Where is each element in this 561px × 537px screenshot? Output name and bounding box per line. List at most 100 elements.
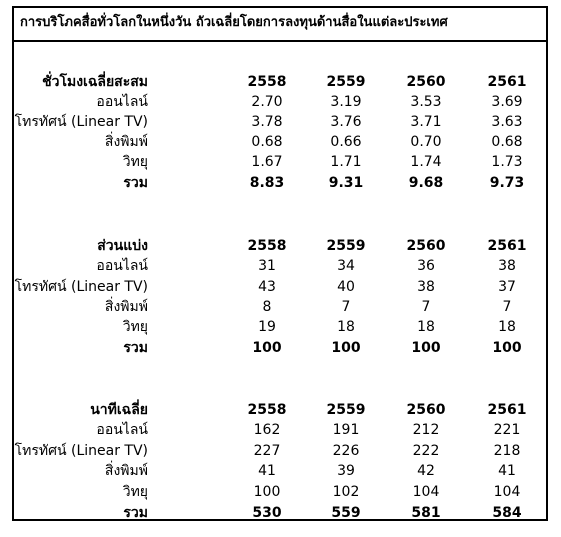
table-row: โทรทัศน์ (Linear TV) 43 40 38 37 [14, 277, 546, 297]
value-cell: 104 [412, 484, 440, 500]
row-label: วิทยุ [122, 319, 148, 335]
year-header: 2561 [487, 402, 527, 418]
value-cell: 18 [417, 319, 435, 335]
value-cell: 38 [498, 258, 516, 274]
row-label: สิ่งพิมพ์ [104, 134, 148, 150]
table-row: สิ่งพิมพ์ 0.68 0.66 0.70 0.68 [14, 132, 546, 152]
section-heading: นาทีเฉลี่ย [90, 402, 148, 418]
year-header: 2559 [326, 402, 366, 418]
section-header-row: นาทีเฉลี่ย 2558 2559 2560 2561 [14, 400, 546, 420]
row-label: ออนไลน์ [96, 422, 148, 438]
value-cell: 1.67 [251, 154, 283, 170]
row-label: วิทยุ [122, 484, 148, 500]
total-cell: 100 [492, 340, 522, 356]
value-cell: 1.74 [410, 154, 442, 170]
value-cell: 222 [412, 443, 440, 459]
value-cell: 1.71 [330, 154, 362, 170]
value-cell: 3.78 [251, 114, 283, 130]
value-cell: 7 [421, 299, 431, 315]
total-label: รวม [123, 505, 148, 521]
table-row: ออนไลน์ 162 191 212 221 [14, 420, 546, 440]
table-row: วิทยุ 100 102 104 104 [14, 482, 546, 502]
value-cell: 162 [253, 422, 281, 438]
total-cell: 100 [252, 340, 282, 356]
table-row: วิทยุ 19 18 18 18 [14, 317, 546, 337]
row-label: สิ่งพิมพ์ [104, 299, 148, 315]
value-cell: 0.66 [330, 134, 362, 150]
value-cell: 212 [412, 422, 440, 438]
total-cell: 100 [411, 340, 441, 356]
value-cell: 2.70 [251, 94, 283, 110]
total-cell: 581 [411, 505, 441, 521]
value-cell: 102 [332, 484, 360, 500]
section-heading: ชั่วโมงเฉลี่ยสะสม [42, 74, 148, 90]
year-header: 2558 [247, 402, 287, 418]
value-cell: 18 [337, 319, 355, 335]
value-cell: 36 [417, 258, 435, 274]
total-row: รวม 100 100 100 100 [14, 338, 546, 358]
value-cell: 18 [498, 319, 516, 335]
value-cell: 3.63 [491, 114, 523, 130]
value-cell: 3.19 [330, 94, 362, 110]
value-cell: 0.68 [491, 134, 523, 150]
value-cell: 218 [493, 443, 521, 459]
row-label: ออนไลน์ [96, 94, 148, 110]
year-header: 2559 [326, 238, 366, 254]
value-cell: 41 [498, 463, 516, 479]
value-cell: 38 [417, 279, 435, 295]
year-header: 2559 [326, 74, 366, 90]
table-row: สิ่งพิมพ์ 8 7 7 7 [14, 297, 546, 317]
total-cell: 9.31 [328, 175, 364, 191]
value-cell: 3.76 [330, 114, 362, 130]
value-cell: 3.53 [410, 94, 442, 110]
value-cell: 31 [258, 258, 276, 274]
value-cell: 19 [258, 319, 276, 335]
table-row: โทรทัศน์ (Linear TV) 3.78 3.76 3.71 3.63 [14, 112, 546, 132]
row-label: ออนไลน์ [96, 258, 148, 274]
value-cell: 221 [493, 422, 521, 438]
value-cell: 1.73 [491, 154, 523, 170]
total-label: รวม [123, 340, 148, 356]
total-cell: 559 [331, 505, 361, 521]
section-header-row: ชั่วโมงเฉลี่ยสะสม 2558 2559 2560 2561 [14, 72, 546, 92]
row-label: วิทยุ [122, 154, 148, 170]
title-divider [14, 40, 546, 42]
total-label: รวม [123, 175, 148, 191]
total-cell: 100 [331, 340, 361, 356]
section-header-row: ส่วนแบ่ง 2558 2559 2560 2561 [14, 236, 546, 256]
media-consumption-table: การบริโภคสื่อทั่วโลกในหนึ่งวัน ถัวเฉลี่ย… [12, 6, 548, 521]
total-cell: 9.68 [408, 175, 444, 191]
total-cell: 9.73 [489, 175, 525, 191]
table-row: โทรทัศน์ (Linear TV) 227 226 222 218 [14, 441, 546, 461]
total-row: รวม 8.83 9.31 9.68 9.73 [14, 173, 546, 193]
year-header: 2560 [406, 402, 446, 418]
total-cell: 8.83 [249, 175, 285, 191]
value-cell: 7 [341, 299, 351, 315]
value-cell: 100 [253, 484, 281, 500]
total-cell: 530 [252, 505, 282, 521]
row-label: สิ่งพิมพ์ [104, 463, 148, 479]
value-cell: 0.68 [251, 134, 283, 150]
value-cell: 34 [337, 258, 355, 274]
value-cell: 41 [258, 463, 276, 479]
row-label: โทรทัศน์ (Linear TV) [14, 443, 148, 459]
table-row: สิ่งพิมพ์ 41 39 42 41 [14, 461, 546, 481]
value-cell: 191 [332, 422, 360, 438]
year-header: 2560 [406, 74, 446, 90]
row-label: โทรทัศน์ (Linear TV) [14, 279, 148, 295]
total-row: รวม 530 559 581 584 [14, 503, 546, 523]
table-row: ออนไลน์ 31 34 36 38 [14, 256, 546, 276]
year-header: 2561 [487, 74, 527, 90]
value-cell: 37 [498, 279, 516, 295]
table-row: วิทยุ 1.67 1.71 1.74 1.73 [14, 152, 546, 172]
value-cell: 42 [417, 463, 435, 479]
total-cell: 584 [492, 505, 522, 521]
section-heading: ส่วนแบ่ง [97, 238, 148, 254]
year-header: 2560 [406, 238, 446, 254]
value-cell: 8 [262, 299, 272, 315]
value-cell: 226 [332, 443, 360, 459]
table-title: การบริโภคสื่อทั่วโลกในหนึ่งวัน ถัวเฉลี่ย… [20, 15, 448, 30]
table-row: ออนไลน์ 2.70 3.19 3.53 3.69 [14, 92, 546, 112]
year-header: 2558 [247, 238, 287, 254]
value-cell: 227 [253, 443, 281, 459]
